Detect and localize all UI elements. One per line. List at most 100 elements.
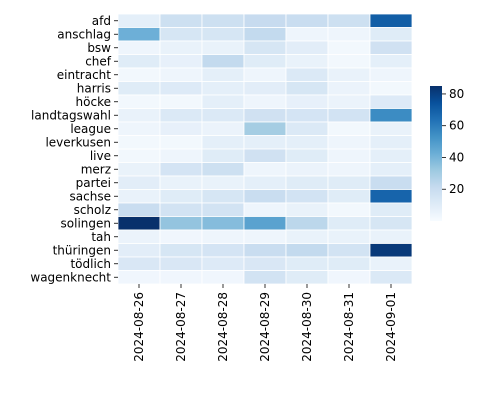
heatmap-cell — [159, 243, 203, 258]
column-label: 2024-08-28 — [216, 292, 230, 362]
heatmap-cell — [369, 135, 413, 150]
heatmap-cell — [159, 202, 203, 217]
heatmap-cell — [201, 54, 245, 69]
heatmap-cell — [285, 148, 329, 163]
heatmap-cell — [369, 270, 413, 285]
colorbar-gradient — [430, 86, 442, 221]
heatmap-cell — [285, 121, 329, 136]
heatmap-cell — [201, 216, 245, 231]
heatmap-cell — [285, 202, 329, 217]
heatmap-cell — [327, 216, 371, 231]
heatmap-cell — [369, 121, 413, 136]
heatmap-cell — [201, 256, 245, 271]
heatmap-cell — [327, 81, 371, 96]
heatmap-cell — [243, 108, 287, 123]
heatmap-cell — [369, 67, 413, 82]
column-label: 2024-09-01 — [384, 292, 398, 362]
heatmap-cell — [369, 202, 413, 217]
row-label: wagenknecht — [30, 270, 111, 284]
heatmap-cell — [201, 189, 245, 204]
heatmap-cell — [243, 135, 287, 150]
column-label: 2024-08-27 — [174, 292, 188, 362]
row-label: scholz — [74, 203, 111, 217]
heatmap-cell — [327, 162, 371, 177]
column-label: 2024-08-26 — [132, 292, 146, 362]
heatmap-cell — [327, 54, 371, 69]
heatmap-cell — [243, 148, 287, 163]
heatmap-cell — [201, 135, 245, 150]
heatmap-cell — [159, 175, 203, 190]
heatmap-cell — [327, 94, 371, 109]
heatmap-cell — [243, 94, 287, 109]
row-label: tah — [91, 230, 111, 244]
colorbar-tick-label: 20 — [449, 182, 464, 196]
heatmap-cell — [243, 40, 287, 55]
heatmap-cell — [159, 27, 203, 42]
heatmap-cell — [117, 13, 161, 28]
heatmap-cell — [369, 229, 413, 244]
row-label: landtagswahl — [31, 108, 111, 122]
heatmap-cell — [159, 94, 203, 109]
heatmap-cell — [159, 54, 203, 69]
heatmap-cell — [201, 162, 245, 177]
heatmap-cell — [243, 162, 287, 177]
heatmap-cell — [369, 216, 413, 231]
heatmap-cell — [285, 135, 329, 150]
heatmap-cell — [243, 243, 287, 258]
row-label: league — [70, 122, 111, 136]
heatmap-cell — [117, 162, 161, 177]
row-label: leverkusen — [45, 135, 111, 149]
heatmap-cell — [369, 94, 413, 109]
heatmap-cell — [201, 108, 245, 123]
heatmap-cell — [327, 67, 371, 82]
heatmap-cell — [369, 54, 413, 69]
heatmap-cell — [243, 189, 287, 204]
heatmap-cell — [243, 67, 287, 82]
heatmap-cell — [117, 67, 161, 82]
heatmap-cell — [285, 67, 329, 82]
row-label: bsw — [87, 41, 111, 55]
heatmap-cell — [201, 94, 245, 109]
heatmap-cell — [243, 121, 287, 136]
heatmap-cell — [285, 108, 329, 123]
heatmap-cell — [201, 13, 245, 28]
heatmap-cell — [159, 189, 203, 204]
heatmap-cell — [285, 270, 329, 285]
heatmap-cell — [327, 202, 371, 217]
heatmap-cell — [369, 40, 413, 55]
heatmap-cell — [159, 67, 203, 82]
heatmap-cell — [285, 40, 329, 55]
heatmap-cell — [327, 121, 371, 136]
heatmap-cell — [285, 27, 329, 42]
heatmap-cell — [327, 108, 371, 123]
heatmap-cell — [201, 148, 245, 163]
heatmap-cell — [285, 54, 329, 69]
heatmap-cell — [201, 229, 245, 244]
heatmap-cell — [327, 13, 371, 28]
heatmap-cell — [285, 216, 329, 231]
colorbar-tick-label: 60 — [449, 119, 464, 133]
heatmap-cell — [201, 202, 245, 217]
heatmap-cell — [327, 189, 371, 204]
heatmap-cell — [285, 256, 329, 271]
heatmap-cell — [117, 175, 161, 190]
heatmap-cell — [117, 148, 161, 163]
heatmap-cell — [159, 81, 203, 96]
heatmap-cell — [201, 81, 245, 96]
row-label: merz — [81, 162, 111, 176]
row-label: harris — [77, 81, 111, 95]
heatmap-cell — [285, 229, 329, 244]
heatmap-cell — [117, 243, 161, 258]
heatmap-cell — [201, 40, 245, 55]
heatmap-cell — [159, 135, 203, 150]
heatmap-cell — [117, 216, 161, 231]
heatmap-cell — [243, 229, 287, 244]
heatmap-cell — [285, 81, 329, 96]
row-label: sachse — [70, 189, 111, 203]
row-label: anschlag — [57, 27, 111, 41]
column-label: 2024-08-31 — [342, 292, 356, 362]
heatmap-cell — [369, 175, 413, 190]
heatmap-cell — [369, 27, 413, 42]
heatmap-cell — [201, 270, 245, 285]
